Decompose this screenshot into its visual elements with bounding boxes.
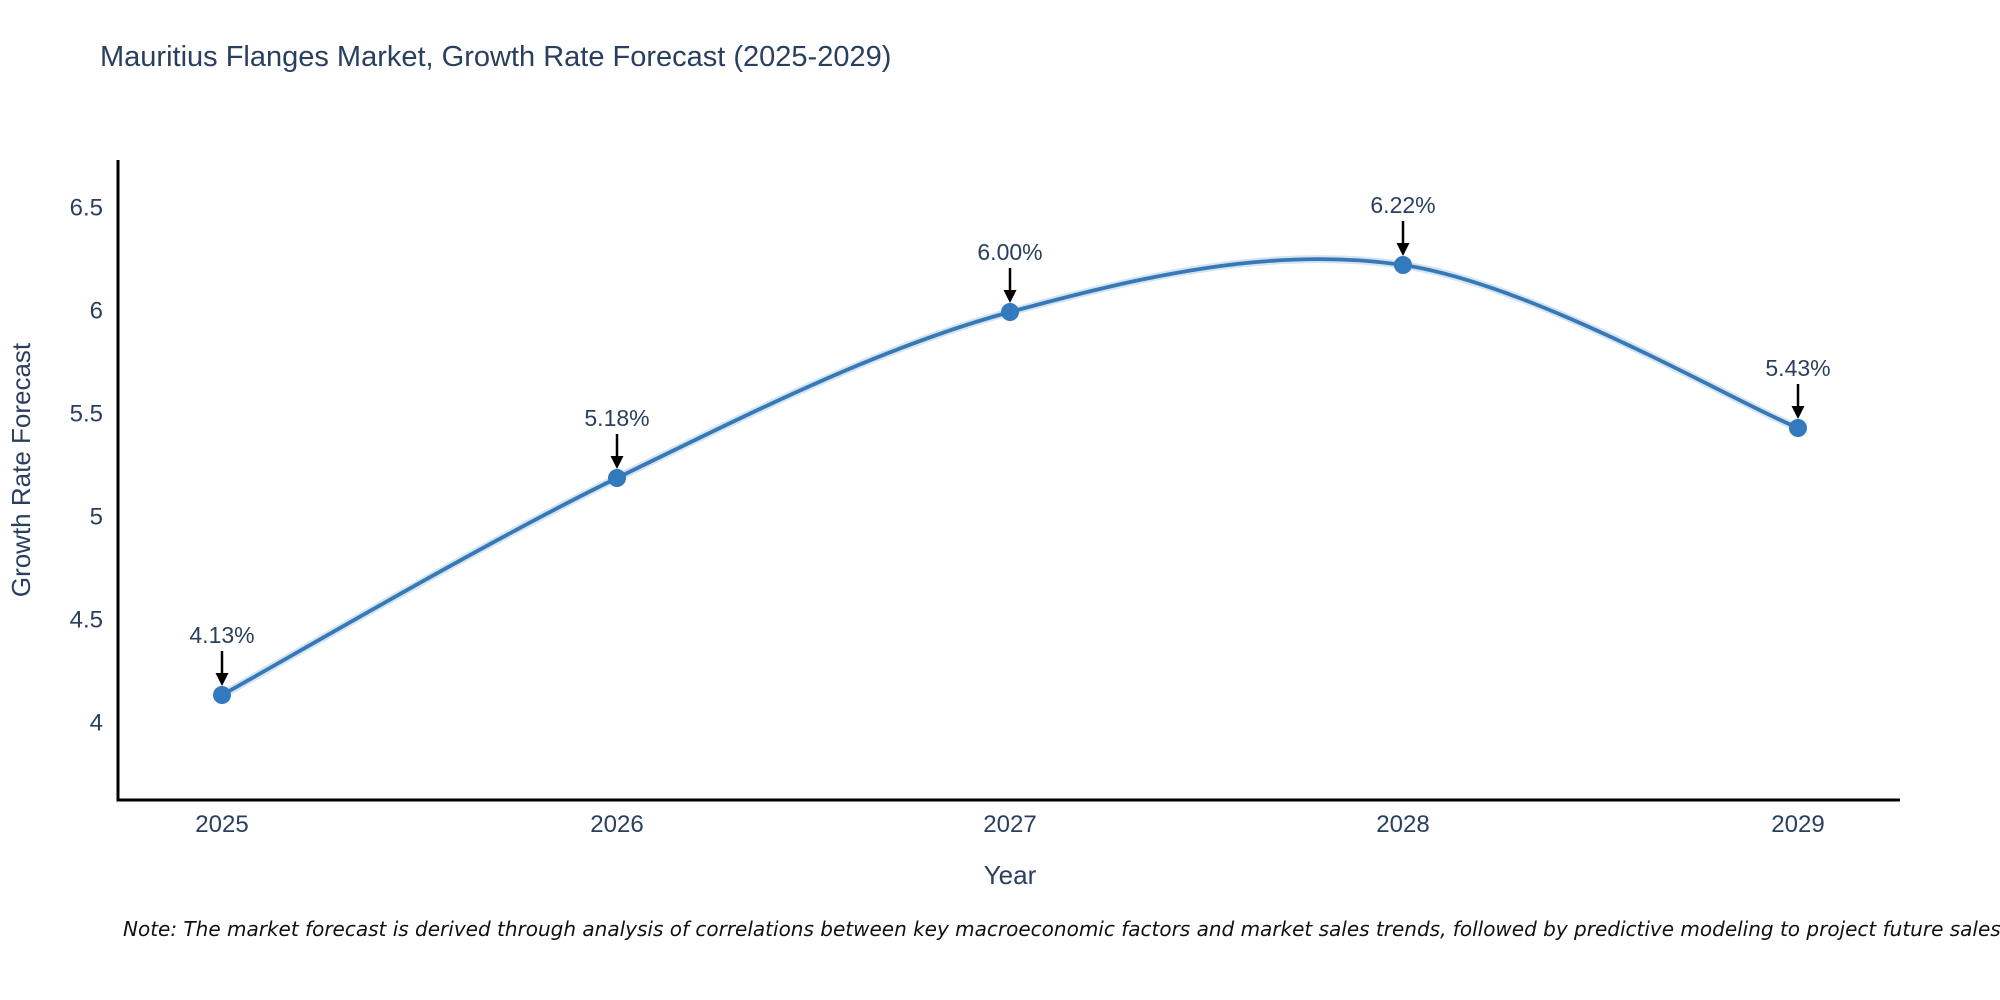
y-tick-label: 5.5: [70, 400, 103, 427]
x-tick-label: 2028: [1376, 811, 1429, 838]
annotation-arrowhead: [1791, 406, 1805, 419]
chart-footnote: Note: The market forecast is derived thr…: [123, 917, 2000, 941]
point-value-label: 6.22%: [1370, 192, 1435, 218]
y-tick-label: 5: [90, 503, 103, 530]
annotation-arrowhead: [215, 673, 229, 686]
annotation-arrowhead: [610, 456, 624, 469]
point-value-label: 5.43%: [1765, 355, 1830, 381]
data-point-markers: [213, 256, 1807, 704]
data-point-2028: [1394, 256, 1412, 274]
y-axis-ticks: 6.5 6 5.5 5 4.5 4: [70, 194, 103, 736]
x-axis-ticks: 2025 2026 2027 2028 2029: [195, 811, 1824, 838]
y-axis-title: Growth Rate Forecast: [6, 342, 36, 597]
y-tick-label: 4: [90, 709, 103, 736]
x-tick-label: 2025: [195, 811, 248, 838]
data-point-2026: [608, 469, 626, 487]
x-axis-title: Year: [984, 860, 1037, 890]
data-point-2029: [1789, 419, 1807, 437]
x-tick-label: 2027: [983, 811, 1036, 838]
x-tick-label: 2026: [590, 811, 643, 838]
annotation-arrows: [215, 221, 1805, 686]
y-tick-label: 6.5: [70, 194, 103, 221]
y-tick-label: 6: [90, 297, 103, 324]
x-tick-label: 2029: [1771, 811, 1824, 838]
annotation-arrowhead: [1396, 243, 1410, 256]
annotation-arrowhead: [1003, 290, 1017, 303]
data-point-2027: [1001, 303, 1019, 321]
point-value-label: 4.13%: [189, 622, 254, 648]
point-value-label: 5.18%: [584, 405, 649, 431]
annotation-labels: 4.13% 5.18% 6.00% 6.22% 5.43%: [189, 192, 1830, 648]
chart-title: Mauritius Flanges Market, Growth Rate Fo…: [100, 41, 891, 73]
point-value-label: 6.00%: [977, 239, 1042, 265]
data-point-2025: [213, 686, 231, 704]
y-tick-label: 4.5: [70, 606, 103, 633]
